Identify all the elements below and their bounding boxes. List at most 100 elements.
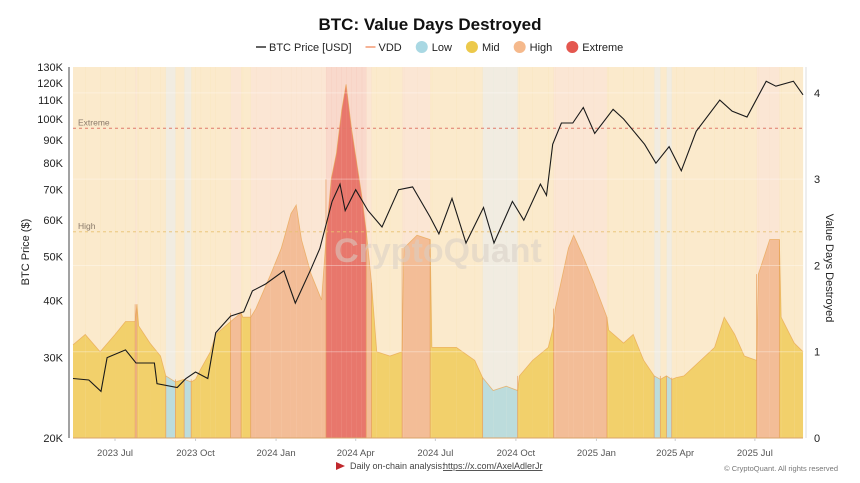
vdd-area-mid: [660, 375, 667, 438]
watermark: CryptoQuant: [334, 232, 542, 270]
vdd-area-high: [255, 274, 271, 438]
vdd-band-mid: [779, 67, 782, 438]
vdd-area-extreme: [331, 153, 337, 439]
vdd-band-mid: [389, 67, 403, 438]
vdd-band-mid: [150, 67, 161, 438]
legend-dot-icon: [513, 41, 526, 53]
vdd-area-mid: [376, 351, 390, 438]
gridlines: [73, 92, 803, 353]
vdd-band-mid: [474, 67, 483, 438]
left-tick-label: 80K: [43, 158, 63, 170]
vdd-area-mid: [191, 379, 196, 438]
vdd-area-high: [135, 304, 137, 438]
vdd-band-high: [366, 67, 372, 438]
flag-icon: [336, 462, 345, 470]
left-tick-label: 50K: [43, 251, 63, 263]
right-tick-label: 1: [814, 347, 820, 359]
left-tick-label: 60K: [43, 215, 63, 227]
vdd-area-mid: [643, 360, 655, 438]
vdd-band-high: [135, 67, 138, 438]
vdd-band-mid: [724, 67, 736, 438]
vdd-area-mid: [623, 334, 634, 438]
vdd-area-mid: [138, 325, 151, 438]
vdd-band-mid: [519, 67, 533, 438]
vdd-band-mid: [606, 67, 609, 438]
vdd-area-mid: [242, 317, 251, 438]
legend-dot-icon: [566, 41, 579, 53]
vdd-band-mid: [125, 67, 136, 438]
left-tick-label: 90K: [43, 135, 63, 147]
left-tick-label: 70K: [43, 185, 63, 197]
vdd-area-mid: [606, 317, 609, 438]
vdd-band-mid: [371, 67, 378, 438]
vdd-area-mid: [532, 347, 549, 438]
copyright: © CryptoQuant. All rights reserved: [724, 464, 838, 473]
vdd-band-low: [482, 67, 494, 438]
vdd-band-mid: [210, 67, 216, 438]
right-axis-label: Value Days Destroyed: [823, 214, 835, 323]
left-tick-label: 110K: [38, 95, 64, 107]
vdd-area-mid: [210, 334, 216, 438]
vdd-area-mid: [474, 360, 483, 438]
vdd-area-mid: [519, 360, 533, 438]
vdd-area-low: [165, 375, 176, 438]
vdd-area-high: [250, 308, 256, 438]
right-tick-label: 3: [814, 174, 820, 186]
vdd-band-mid: [430, 67, 433, 438]
vdd-area-mid: [781, 317, 795, 438]
vdd-area-mid: [714, 317, 725, 438]
left-tick-label: 20K: [43, 433, 63, 445]
vdd-band-mid: [517, 67, 520, 438]
vdd-area-mid: [724, 317, 735, 438]
legend-dot-icon: [415, 41, 428, 53]
x-tick-label: 2024 Apr: [337, 448, 375, 459]
vdd-area-high: [568, 235, 574, 438]
vdd-band-mid: [660, 67, 667, 438]
vdd-area-high: [583, 256, 594, 438]
vdd-band-high: [270, 67, 282, 438]
footer-analysis-link[interactable]: https://x.com/AxelAdlerJr: [443, 461, 543, 471]
vdd-area-high: [281, 213, 291, 438]
vdd-area-mid: [241, 312, 243, 438]
vdd-area-extreme: [361, 196, 367, 438]
vdd-area-high: [553, 308, 556, 438]
vdd-area-mid: [389, 351, 403, 438]
vdd-area-mid: [215, 321, 231, 438]
chart-title: BTC: Value Days Destroyed: [319, 15, 542, 34]
vdd-band-mid: [115, 67, 126, 438]
vdd-band-low: [654, 67, 661, 438]
vdd-band-mid: [744, 67, 757, 438]
vdd-area-low: [506, 386, 518, 438]
x-tick-label: 2023 Jul: [97, 448, 133, 459]
vdd-band-mid: [794, 67, 804, 438]
x-axis-ticks: 2023 Jul 2023 Oct 2024 Jan 2024 Apr 2024 Jul…: [97, 438, 773, 459]
vdd-area-extreme: [346, 84, 352, 439]
vdd-area-mid: [150, 343, 161, 438]
left-tick-label: 30K: [43, 353, 63, 365]
vdd-area-high: [230, 312, 242, 438]
vdd-area-low: [654, 375, 661, 438]
vdd-band-mid: [633, 67, 644, 438]
left-tick-label: 100K: [37, 114, 63, 126]
vdd-area-high: [555, 248, 569, 438]
x-tick-label: 2025 Apr: [656, 448, 694, 459]
x-tick-label: 2024 Jul: [417, 448, 453, 459]
vdd-band-mid: [200, 67, 211, 438]
vdd-area-high: [366, 230, 372, 438]
vdd-band-mid: [138, 67, 151, 438]
vdd-band-low: [184, 67, 192, 438]
vdd-area-mid: [676, 375, 684, 438]
vdd-band-mid: [160, 67, 167, 438]
vdd-area-high: [403, 235, 417, 438]
vdd-band-mid: [623, 67, 634, 438]
vdd-band-low: [666, 67, 673, 438]
vdd-area-mid: [100, 334, 116, 438]
legend-item-label: Extreme: [582, 42, 623, 54]
vdd-area-mid: [160, 356, 166, 438]
vdd-band-mid: [643, 67, 655, 438]
vdd-area-mid: [779, 239, 782, 438]
legend-item-label: VDD: [379, 42, 402, 54]
vdd-area-high: [769, 239, 780, 438]
vdd-band-high: [756, 67, 759, 438]
